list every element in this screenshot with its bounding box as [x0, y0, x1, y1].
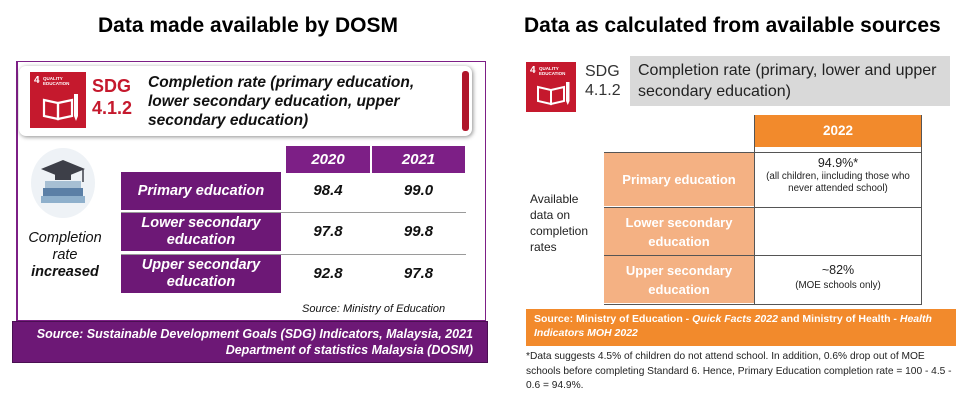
row-label-lower-secondary: Lower secondary education	[604, 208, 754, 255]
cell-upper-2020: 92.8	[313, 265, 343, 282]
table-source: Source: Ministry of Education	[302, 303, 446, 315]
source-prefix: Source: Ministry of Education -	[534, 313, 693, 325]
col-header-2022: 2022	[755, 115, 921, 147]
left-panel-title: Data made available by DOSM	[98, 14, 398, 37]
table-line	[604, 207, 921, 208]
row-label-upper-secondary: Upper secondary education	[604, 256, 754, 303]
cell-upper-2021: 97.8	[403, 265, 434, 282]
sdg-code-line2: 4.1.2	[585, 82, 621, 99]
sdg-code: SDG 4.1.2	[585, 62, 621, 100]
source-quick-facts: Quick Facts 2022	[692, 313, 778, 325]
table-line	[604, 152, 921, 153]
completion-rate-label: Completion rate	[28, 230, 102, 263]
sdg-tile-number: 4	[530, 65, 536, 76]
indicator-header-box	[19, 66, 472, 136]
cell-primary-2020: 98.4	[313, 182, 343, 199]
cell-primary-2021: 99.0	[403, 182, 434, 199]
book-pencil-icon	[537, 82, 570, 106]
sdg4-quality-education-icon: 4 QUALITY EDUCATION	[526, 62, 576, 112]
row-label-primary: Primary education	[121, 172, 281, 210]
graduation-books-icon	[31, 148, 95, 218]
source-health-indicators: Health Indicators MOH 2022	[534, 313, 932, 339]
indicator-description: Completion rate (primary education, lowe…	[148, 74, 415, 129]
row-label-upper-secondary: Upper secondary education	[121, 255, 281, 293]
sdg-code: SDG 4.1.2	[92, 76, 133, 118]
table-line	[921, 115, 922, 305]
cell-lower-2021: 99.8	[403, 223, 434, 240]
available-data-label: Available data on completion rates	[530, 192, 589, 254]
sdg4-quality-education-icon: 4 QUALITY EDUCATION	[30, 72, 86, 128]
table-line	[604, 255, 921, 256]
indicator-description: Completion rate (primary, lower and uppe…	[638, 62, 937, 100]
table-line	[754, 115, 755, 305]
book-pencil-icon	[42, 94, 78, 121]
sdg-code-line1: SDG	[585, 63, 620, 80]
primary-note: (all children, iincluding those who neve…	[766, 171, 910, 194]
source-line-1: Source: Sustainable Development Goals (S…	[36, 327, 473, 341]
sdg-tile-caption: QUALITY EDUCATION	[539, 66, 566, 76]
moe-moh-source-banner: Source: Ministry of Education - Quick Fa…	[526, 309, 956, 346]
source-line-2: Department of statistics Malaysia (DOSM)	[225, 343, 473, 357]
cell-lower-2022	[755, 208, 921, 255]
row-divider	[121, 212, 466, 213]
header-accent-bar	[462, 71, 469, 131]
row-divider	[121, 254, 466, 255]
dosm-source-banner: Source: Sustainable Development Goals (S…	[12, 321, 488, 363]
indicator-box	[630, 56, 950, 106]
table-line	[604, 304, 921, 305]
cell-primary-2022: 94.9%* (all children, iincluding those w…	[755, 155, 921, 195]
cell-upper-2022: ~82% (MOE schools only)	[755, 262, 921, 292]
completion-rate-increased: increased	[31, 264, 99, 280]
sdg-tile-number: 4	[34, 75, 40, 86]
left-panel-frame	[16, 61, 486, 321]
primary-value: 94.9%*	[817, 156, 859, 170]
completion-rate-caption: Completion rate increased	[20, 230, 110, 281]
row-label-lower-secondary: Lower secondary education	[121, 213, 281, 251]
source-mid: and Ministry of Health -	[777, 313, 900, 325]
books-cap-illustration	[41, 160, 85, 203]
col-header-2021: 2021	[372, 146, 465, 173]
footnote: *Data suggests 4.5% of children do not a…	[526, 351, 952, 391]
right-panel-title: Data as calculated from available source…	[524, 14, 941, 37]
cell-lower-2020: 97.8	[313, 223, 343, 240]
upper-value: ~82%	[821, 263, 855, 277]
col-header-2020: 2020	[286, 146, 370, 173]
upper-note: (MOE schools only)	[795, 280, 881, 291]
sdg-tile-caption: QUALITY EDUCATION	[43, 76, 70, 86]
row-label-primary: Primary education	[604, 153, 754, 206]
